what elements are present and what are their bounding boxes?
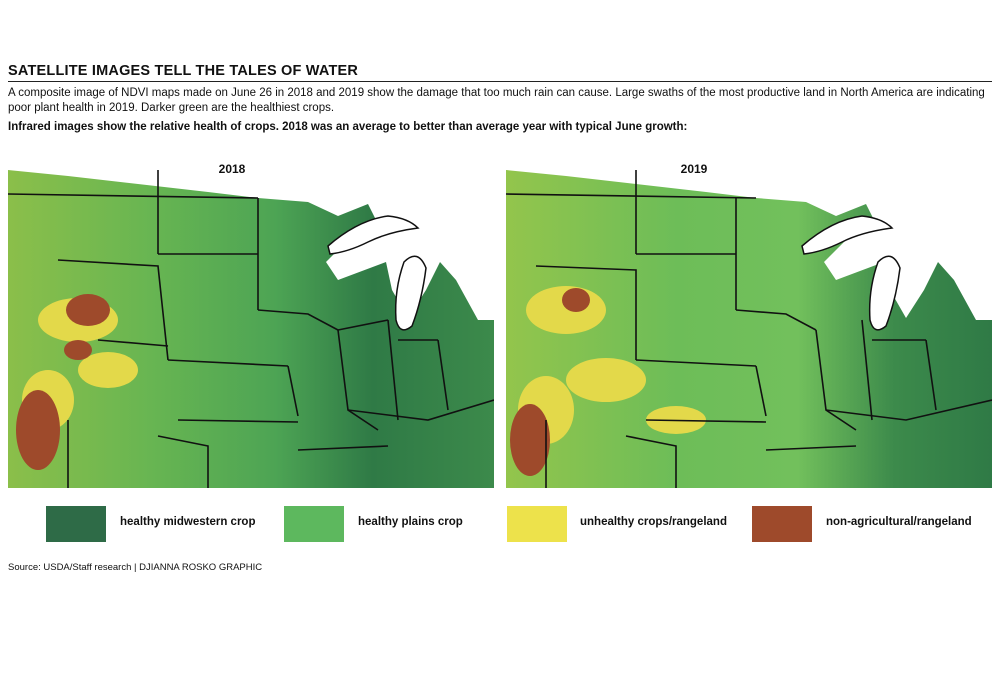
lede-text: A composite image of NDVI maps made on J… bbox=[8, 87, 985, 114]
page-title: SATELLITE IMAGES TELL THE TALES OF WATER bbox=[8, 63, 359, 79]
map-2019-label: 2019 bbox=[680, 162, 708, 176]
land-area bbox=[8, 170, 494, 488]
legend-swatch-healthy-plains bbox=[284, 506, 344, 542]
source-credit: Source: USDA/Staff research | DJIANNA RO… bbox=[8, 562, 263, 573]
lake-michigan bbox=[394, 255, 427, 331]
legend-label-non-agricultural: non-agricultural/rangeland bbox=[826, 516, 972, 528]
lake-superior bbox=[327, 215, 420, 255]
title-divider bbox=[8, 81, 992, 82]
legend-label-unhealthy: unhealthy crops/rangeland bbox=[580, 516, 727, 528]
legend-swatch-healthy-midwestern bbox=[46, 506, 106, 542]
lake-superior bbox=[801, 215, 894, 255]
subhead-text: Infrared images show the relative health… bbox=[8, 121, 688, 133]
legend-label-healthy-midwestern: healthy midwestern crop bbox=[120, 516, 256, 528]
map-2018-label: 2018 bbox=[218, 162, 246, 176]
legend-swatch-non-agricultural bbox=[752, 506, 812, 542]
legend-label-healthy-plains: healthy plains crop bbox=[358, 516, 463, 528]
map-2019 bbox=[506, 170, 992, 488]
lake-michigan bbox=[868, 255, 901, 331]
map-2018 bbox=[8, 170, 494, 488]
legend-swatch-unhealthy bbox=[507, 506, 567, 542]
